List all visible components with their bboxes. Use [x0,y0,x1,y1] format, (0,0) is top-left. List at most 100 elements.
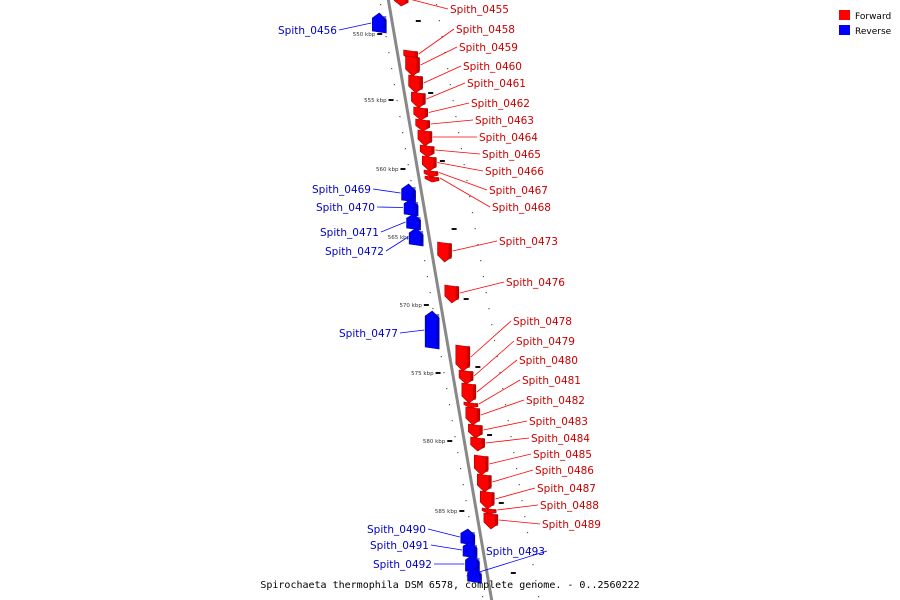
gene-shade [474,545,478,555]
strand-marker [415,20,421,22]
gene-spith-0488[interactable] [481,507,497,515]
gene-spith-0463[interactable] [415,118,430,132]
gene-label[interactable]: Spith_0477 [339,328,398,340]
gene-label[interactable]: Spith_0462 [471,98,530,110]
gene-spith-0490[interactable] [460,528,476,546]
gene-spith-0480[interactable] [461,382,477,404]
gene-label[interactable]: Spith_0467 [489,185,548,197]
gene-label[interactable]: Spith_0468 [492,202,551,214]
guide-dot [493,340,496,342]
gene-spith-0486[interactable] [477,473,492,493]
guide-dot [459,468,462,470]
gene-spith-0459[interactable] [405,55,420,77]
gene-shade [491,492,495,506]
gene-spith-0478[interactable] [455,344,471,372]
gene-label[interactable]: Spith_0455 [450,4,509,16]
gene-spith-0489[interactable] [483,512,499,530]
gene-spith-0466[interactable] [422,155,437,172]
gene-label[interactable]: Spith_0484 [531,433,590,445]
gene-spith-0482[interactable] [465,406,481,426]
gene-spith-0476[interactable] [444,284,460,304]
gene-label[interactable]: Spith_0463 [475,115,534,127]
gene-spith-0481[interactable] [463,401,479,409]
gene-spith-0465[interactable] [419,144,435,158]
scale-tick-label: 550 kbp [353,32,376,38]
scale-tick-label: 555 kbp [364,98,387,104]
gene-leader-line [428,102,470,113]
gene-spith-0464[interactable] [417,129,433,147]
gene-shade [435,171,439,174]
gene-spith-0460[interactable] [408,74,423,94]
gene-shade [470,371,474,381]
gene-spith-0455[interactable] [393,0,409,7]
scale-ticks: 550 kbp 555 kbp 560 kbp 565 kbp 570 kbp 575 k… [353,32,465,515]
guide-dot [388,52,390,54]
guide-dot [391,68,393,70]
gene-label[interactable]: Spith_0492 [373,559,432,571]
gene-spith-0484[interactable] [470,436,485,452]
scale-tick-mark [423,304,429,306]
gene-spith-0473[interactable] [437,241,452,263]
gene-label[interactable]: Spith_0486 [535,465,594,477]
gene-leader-line [495,487,536,500]
gene-leader-line [418,28,455,55]
gene-label[interactable]: Spith_0460 [463,61,522,73]
gene-label[interactable]: Spith_0466 [485,166,544,178]
gene-spith-0456[interactable] [372,12,387,34]
gene-label[interactable]: Spith_0471 [320,227,379,239]
gene-shade [436,314,440,346]
gene-spith-0467[interactable] [423,169,439,178]
gene-label[interactable]: Spith_0469 [312,184,371,196]
gene-label[interactable]: Spith_0470 [316,202,375,214]
gene-label[interactable]: Spith_0473 [499,236,558,248]
gene-features [372,0,499,584]
gene-leader-line [399,329,425,334]
gene-spith-0462[interactable] [413,106,429,121]
gene-label[interactable]: Spith_0483 [529,416,588,428]
gene-spith-0468[interactable] [424,175,440,183]
gene-spith-0461[interactable] [411,91,426,109]
gene-label[interactable]: Spith_0472 [325,246,384,258]
gene-label[interactable]: Spith_0485 [533,449,592,461]
gene-label[interactable]: Spith_0490 [367,524,426,536]
gene-shade [433,157,437,168]
gene-label[interactable]: Spith_0480 [519,355,578,367]
gene-spith-0487[interactable] [479,490,495,510]
strand-marker [428,92,434,94]
gene-spith-0479[interactable] [458,369,474,385]
gene-spith-0485[interactable] [473,454,489,476]
gene-label[interactable]: Spith_0461 [467,78,526,90]
guide-dot [529,548,531,550]
gene-label[interactable]: Spith_0489 [542,519,601,531]
gene-leader-line [480,399,525,416]
gene-spith-0472[interactable] [408,227,424,247]
gene-spith-0469[interactable] [401,183,416,203]
gene-label[interactable]: Spith_0493 [486,546,545,558]
gene-label[interactable]: Spith_0456 [278,25,337,37]
gene-shade [471,532,475,542]
gene-label[interactable]: Spith_0482 [526,395,585,407]
gene-shade [383,16,387,30]
legend-forward-label: Forward [855,12,891,22]
gene-label[interactable]: Spith_0476 [506,277,565,289]
gene-leader-line [437,162,484,172]
gene-spith-0471[interactable] [406,213,421,231]
gene-label[interactable]: Spith_0465 [482,149,541,161]
guide-dot [502,388,504,390]
gene-label[interactable]: Spith_0478 [513,316,572,328]
gene-shade [494,514,498,526]
gene-spith-0470[interactable] [403,198,419,217]
gene-label[interactable]: Spith_0488 [540,500,599,512]
gene-label[interactable]: Spith_0459 [459,42,518,54]
gene-label[interactable]: Spith_0479 [516,336,575,348]
gene-label[interactable]: Spith_0487 [537,483,596,495]
gene-label[interactable]: Spith_0481 [522,375,581,387]
gene-label[interactable]: Spith_0491 [370,540,429,552]
legend-reverse-swatch [839,25,850,35]
guide-dot [446,388,448,390]
gene-spith-0477[interactable] [424,310,440,350]
gene-label[interactable]: Spith_0458 [456,24,515,36]
guide-dot [526,532,529,534]
gene-spith-0483[interactable] [468,423,483,439]
gene-label[interactable]: Spith_0464 [479,132,538,144]
